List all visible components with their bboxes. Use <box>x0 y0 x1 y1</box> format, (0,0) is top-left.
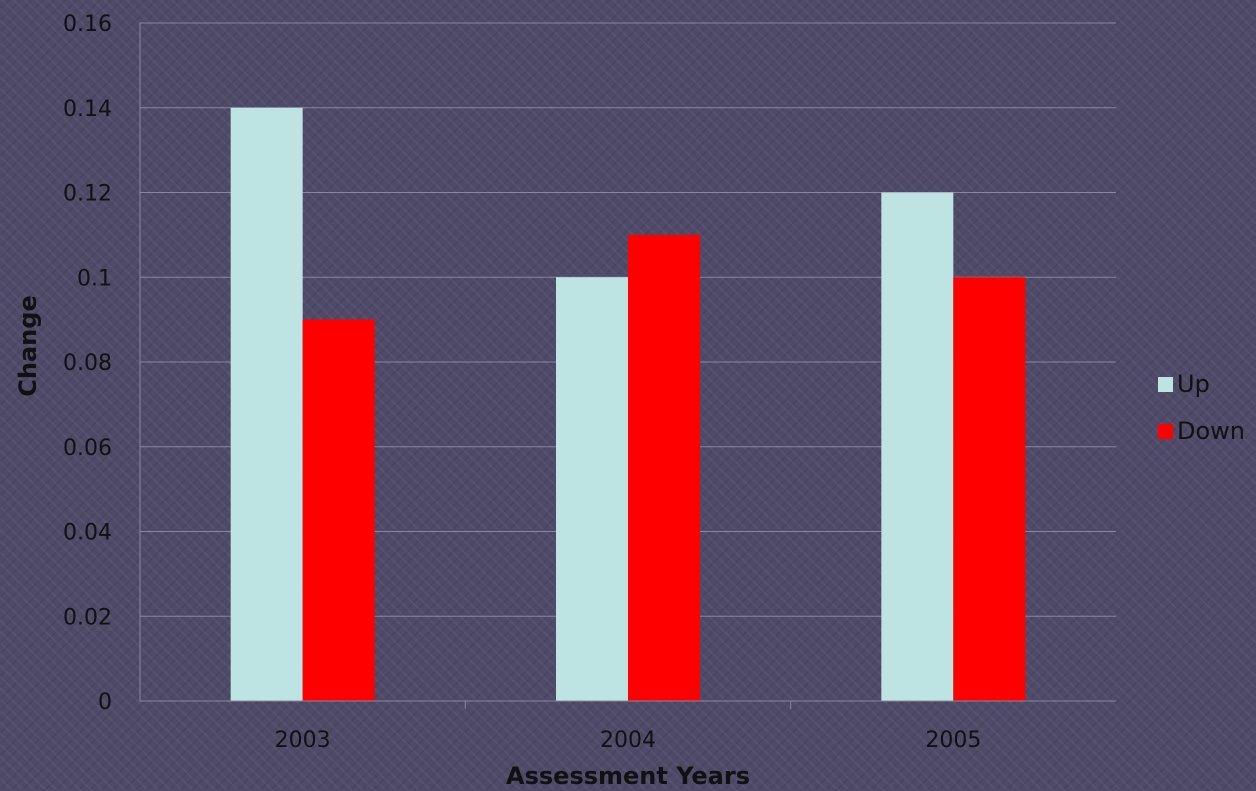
axes <box>139 23 1116 709</box>
y-axis-title: Change <box>14 295 42 396</box>
x-tick-labels: 2003 2004 2005 <box>275 728 982 753</box>
bar-up-2004 <box>556 277 628 701</box>
y-tick-label: 0 <box>98 690 112 715</box>
bar-down-2004 <box>628 234 700 701</box>
y-tick-labels: 0 0.02 0.04 0.06 0.08 0.1 0.12 0.14 0.16 <box>63 12 112 715</box>
y-tick-label: 0.06 <box>63 436 112 461</box>
x-tick-label: 2004 <box>600 728 656 753</box>
y-tick-label: 0.16 <box>63 12 112 37</box>
legend: Up Down <box>1158 370 1245 445</box>
bars <box>230 107 1026 701</box>
y-tick-label: 0.1 <box>77 266 112 291</box>
bar-down-2005 <box>953 277 1026 701</box>
legend-swatch-up <box>1158 377 1173 392</box>
y-tick-label: 0.04 <box>63 521 112 546</box>
legend-swatch-down <box>1158 424 1173 439</box>
legend-label-down: Down <box>1177 417 1245 445</box>
y-tick-label: 0.14 <box>63 97 112 122</box>
x-axis-title: Assessment Years <box>506 762 750 790</box>
y-tick-label: 0.08 <box>63 351 112 376</box>
bar-down-2003 <box>302 319 375 701</box>
bar-up-2005 <box>881 192 954 701</box>
x-tick-label: 2005 <box>925 728 981 753</box>
y-tick-label: 0.12 <box>63 182 112 207</box>
bar-up-2003 <box>230 107 303 701</box>
legend-label-up: Up <box>1177 370 1210 398</box>
y-tick-label: 0.02 <box>63 605 112 630</box>
x-tick-label: 2003 <box>275 728 331 753</box>
